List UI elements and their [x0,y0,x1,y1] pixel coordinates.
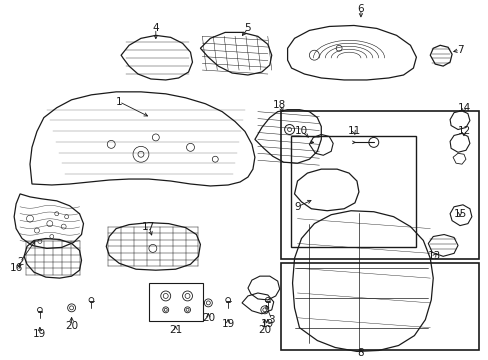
Bar [290,136,416,247]
Bar [280,263,479,350]
Text: 20: 20 [65,321,78,331]
Text: 1: 1 [116,97,122,107]
Bar [148,283,203,321]
Text: 7: 7 [456,45,462,55]
Text: 11: 11 [346,126,360,136]
Text: 10: 10 [294,126,307,136]
Text: 12: 12 [456,126,469,136]
Text: 13: 13 [427,251,440,261]
Text: 3: 3 [268,315,274,325]
Text: 8: 8 [357,348,364,359]
Text: 17: 17 [142,222,155,231]
Text: 20: 20 [202,313,214,323]
Text: 18: 18 [272,100,285,110]
Text: 16: 16 [9,263,23,273]
Text: 4: 4 [152,23,159,33]
Text: 6: 6 [357,4,364,14]
Text: 15: 15 [452,209,466,219]
Bar [280,111,479,259]
Text: 21: 21 [169,325,182,335]
Text: 19: 19 [221,319,234,329]
Text: 19: 19 [33,329,46,339]
Text: 20: 20 [258,325,271,335]
Text: 2: 2 [17,257,23,267]
Text: 19: 19 [261,319,274,329]
Text: 14: 14 [456,103,469,113]
Text: 9: 9 [294,202,300,212]
Text: 5: 5 [244,23,251,33]
